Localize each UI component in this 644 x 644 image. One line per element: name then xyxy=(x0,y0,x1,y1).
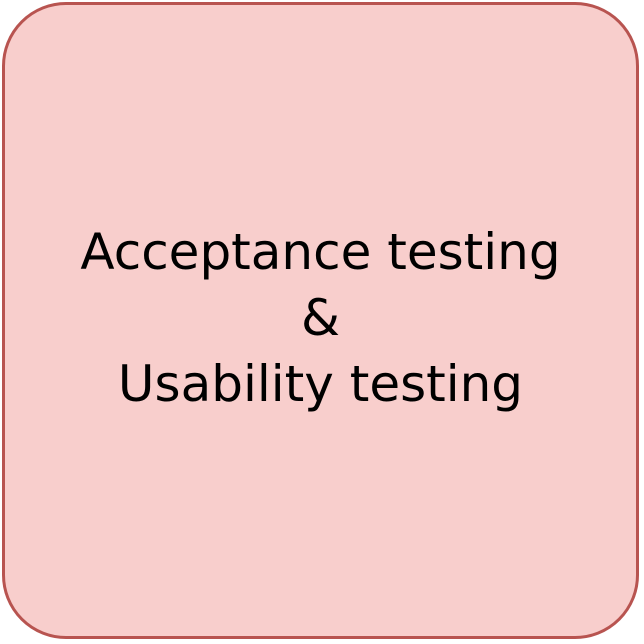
node-label-line-1: Acceptance testing xyxy=(80,222,561,281)
node-label: Acceptance testing & Usability testing xyxy=(80,219,560,417)
node-label-line-2: & xyxy=(300,288,340,347)
rounded-box-node[interactable]: Acceptance testing & Usability testing xyxy=(2,2,639,639)
node-label-line-3: Usability testing xyxy=(117,354,524,413)
